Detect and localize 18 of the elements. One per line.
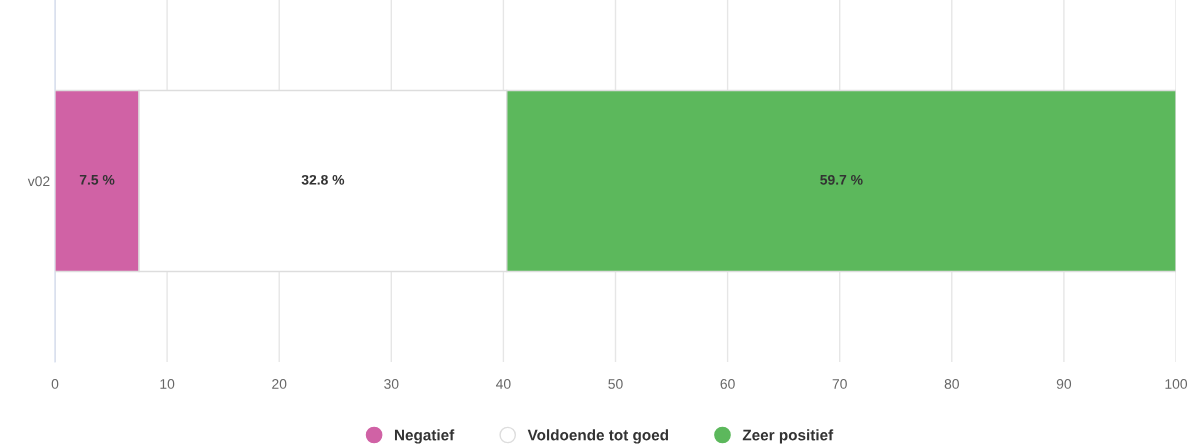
x-tick-label: 30 xyxy=(384,379,399,389)
x-tick-label: 20 xyxy=(272,379,287,389)
x-tick-label: 90 xyxy=(1056,379,1072,389)
legend-label: Voldoende tot goed xyxy=(527,429,669,444)
x-tick-label: 70 xyxy=(832,379,847,389)
x-tick-label: 10 xyxy=(160,379,175,389)
data-label: 59.7 % xyxy=(820,174,863,185)
x-tick-label: 80 xyxy=(944,379,959,389)
y-tick-label: v02 xyxy=(27,176,50,187)
x-tick-label: 60 xyxy=(720,379,735,389)
x-tick-label: 100 xyxy=(1165,379,1188,389)
x-tick-label: 50 xyxy=(608,379,623,389)
x-tick-label: 0 xyxy=(51,379,59,389)
legend-label: Zeer positief xyxy=(742,429,834,444)
data-label: 32.8 % xyxy=(301,174,345,185)
data-label: 7.5 % xyxy=(79,174,115,185)
x-tick-label: 40 xyxy=(496,379,511,389)
legend-label: Negatief xyxy=(394,429,455,444)
